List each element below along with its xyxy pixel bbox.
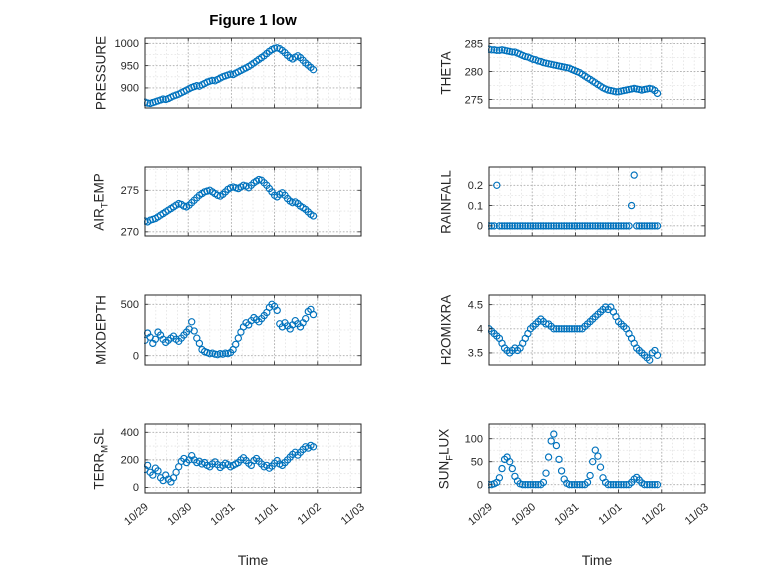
data-points — [144, 44, 318, 108]
y-tick-labels: 3.5 4 4.5 — [468, 299, 483, 359]
figure-title: Figure 1 low — [209, 12, 297, 29]
svg-text:1000: 1000 — [115, 38, 139, 50]
y-tick-labels: 0 200 400 — [121, 427, 139, 494]
ylabel-air-temp: AIRTEMP — [91, 172, 111, 231]
svg-text:0: 0 — [133, 482, 139, 494]
ylabel-h2omixra: H2OMIXRA — [438, 294, 454, 366]
grid-lines — [488, 424, 706, 493]
x-axis-label-left: Time — [237, 552, 269, 568]
subplot-h2omixra: 3.5 4 4.5 — [468, 294, 706, 366]
subplot-terr-msl: 0 200 400 10/29 10/30 10/31 11/01 11/02 11/03 — [121, 423, 367, 528]
x-tick-labels: 10/29 10/30 10/31 11/01 11/02 11/03 — [122, 501, 367, 528]
svg-text:500: 500 — [121, 299, 139, 311]
svg-text:10/31: 10/31 — [553, 501, 582, 528]
svg-text:11/03: 11/03 — [683, 501, 711, 527]
svg-text:0.2: 0.2 — [468, 180, 483, 192]
svg-text:200: 200 — [121, 455, 139, 467]
y-tick-labels: 275 280 285 — [465, 38, 483, 106]
svg-text:0: 0 — [133, 350, 139, 362]
svg-text:11/01: 11/01 — [252, 501, 280, 527]
x-tick-labels: 10/29 10/30 10/31 11/01 11/02 11/03 — [466, 501, 711, 528]
svg-text:10/29: 10/29 — [466, 501, 495, 528]
svg-text:11/03: 11/03 — [339, 501, 367, 527]
svg-text:270: 270 — [121, 227, 139, 239]
axes-box — [488, 423, 706, 494]
svg-text:10/29: 10/29 — [122, 501, 151, 528]
tick-marks — [144, 167, 362, 236]
svg-text:11/02: 11/02 — [296, 501, 324, 527]
ylabel-mixdepth: MIXDEPTH — [93, 295, 109, 365]
y-tick-labels: 900 950 1000 — [115, 38, 139, 95]
data-points — [144, 175, 318, 226]
y-tick-labels: 0 500 — [121, 299, 139, 362]
svg-text:100: 100 — [465, 433, 483, 445]
tick-marks — [488, 295, 706, 365]
svg-text:950: 950 — [121, 60, 139, 72]
tick-marks — [488, 424, 706, 493]
subplot-sun-flux: 0 50 100 10/29 10/30 10/31 11/01 11/02 11/03 — [465, 423, 711, 528]
svg-text:280: 280 — [465, 66, 483, 78]
svg-text:0: 0 — [477, 221, 483, 233]
tick-marks — [488, 167, 706, 236]
ylabel-terr-msl: TERRMSL — [91, 427, 111, 490]
svg-text:275: 275 — [121, 185, 139, 197]
data-points — [144, 441, 318, 486]
axes-box — [488, 166, 706, 237]
svg-text:10/30: 10/30 — [509, 501, 538, 528]
svg-text:10/31: 10/31 — [209, 501, 238, 528]
axes-box — [144, 166, 362, 237]
tick-marks — [488, 38, 706, 108]
svg-text:0.1: 0.1 — [468, 200, 483, 212]
subplot-pressure: 900 950 1000 — [115, 37, 362, 109]
svg-text:285: 285 — [465, 38, 483, 50]
svg-text:11/01: 11/01 — [596, 501, 624, 527]
grid-lines — [144, 295, 362, 365]
y-tick-labels: 270 275 — [121, 185, 139, 239]
svg-text:0: 0 — [477, 479, 483, 491]
svg-text:10/30: 10/30 — [165, 501, 194, 528]
tick-marks — [144, 424, 362, 493]
svg-text:4.5: 4.5 — [468, 299, 483, 311]
svg-text:3.5: 3.5 — [468, 348, 483, 360]
tick-marks — [144, 38, 362, 108]
data-points — [488, 171, 662, 230]
y-tick-labels: 0 50 100 — [465, 433, 483, 491]
subplot-air-temp: 270 275 — [121, 166, 362, 239]
svg-text:900: 900 — [121, 83, 139, 95]
data-points — [488, 430, 662, 489]
data-points — [144, 300, 318, 359]
axes-box — [144, 423, 362, 494]
axes-box — [488, 294, 706, 366]
subplot-mixdepth: 0 500 — [121, 294, 362, 366]
data-points — [488, 303, 662, 364]
ylabel-rainfall: RAINFALL — [438, 169, 454, 234]
svg-text:275: 275 — [465, 94, 483, 106]
x-axis-label-right: Time — [581, 552, 613, 568]
ylabel-pressure: PRESSURE — [93, 35, 109, 111]
data-points — [488, 45, 662, 98]
subplot-theta: 275 280 285 — [465, 37, 706, 109]
svg-text:4: 4 — [477, 324, 483, 336]
ylabel-sun-flux: SUNFLUX — [436, 428, 456, 489]
tick-marks — [144, 295, 362, 365]
subplot-rainfall: 0 0.1 0.2 — [468, 166, 706, 237]
ylabel-theta: THETA — [438, 51, 454, 95]
svg-text:400: 400 — [121, 427, 139, 439]
svg-text:11/02: 11/02 — [640, 501, 668, 527]
axes-box — [488, 37, 706, 109]
svg-text:50: 50 — [471, 456, 483, 468]
y-tick-labels: 0 0.1 0.2 — [468, 180, 483, 233]
axes-box — [144, 294, 362, 366]
axes-box — [144, 37, 362, 109]
